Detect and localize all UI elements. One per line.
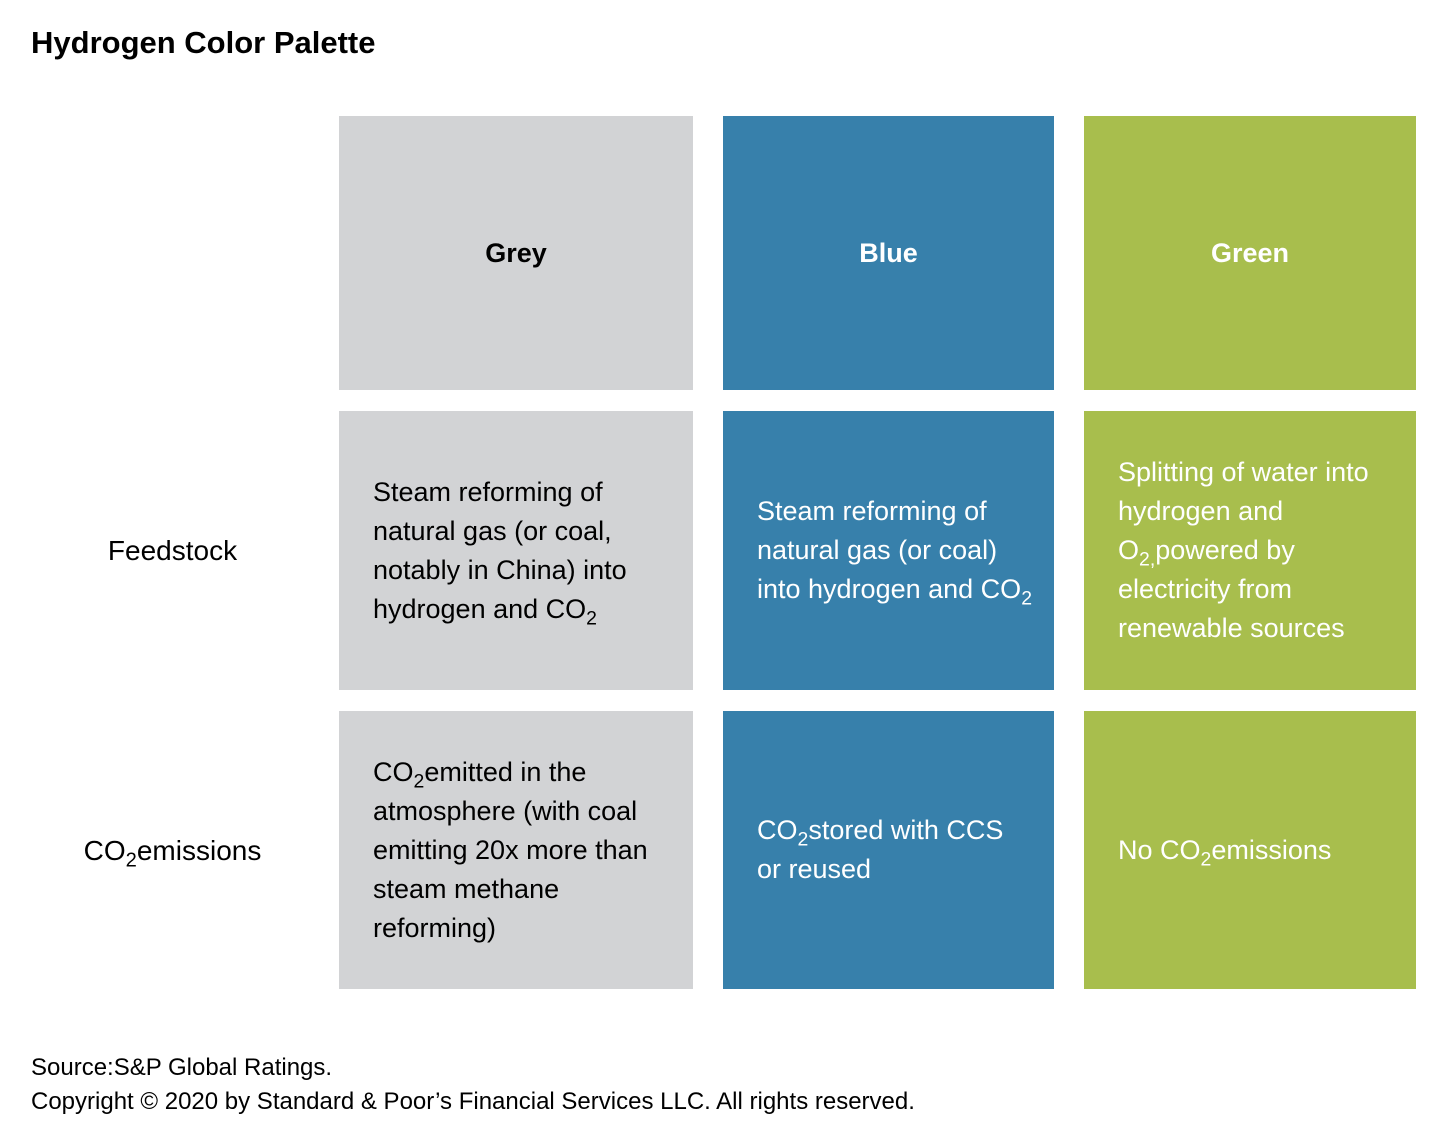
column-header-grey: Grey — [339, 116, 693, 390]
row-label-co2-emissions: CO2emissions — [83, 834, 262, 872]
cell-feedstock-grey: Steam reforming of natural gas (or coal,… — [339, 411, 693, 690]
hydrogen-color-table: Grey Blue Green Feedstock Steam reformin… — [0, 116, 1452, 989]
column-header-blue: Blue — [723, 116, 1054, 390]
cell-co2-emissions-green: No CO2emissions — [1084, 711, 1416, 989]
footer: Source:S&P Global Ratings. Copyright © 2… — [31, 1051, 1452, 1119]
table-corner-spacer — [0, 116, 309, 390]
cell-co2-emissions-blue: CO2stored with CCS or reused — [723, 711, 1054, 989]
column-header-green: Green — [1084, 116, 1416, 390]
copyright-note: Copyright © 2020 by Standard & Poor’s Fi… — [31, 1088, 915, 1115]
page-title: Hydrogen Color Palette — [31, 25, 376, 60]
cell-feedstock-blue: Steam reforming of natural gas (or coal)… — [723, 411, 1054, 690]
source-note: Source:S&P Global Ratings. — [31, 1054, 333, 1081]
cell-feedstock-green: Splitting of water into hydrogen and O2,… — [1084, 411, 1416, 690]
cell-co2-emissions-grey: CO2emitted in the atmosphere (with coal … — [339, 711, 693, 989]
row-label-feedstock: Feedstock — [107, 535, 238, 566]
